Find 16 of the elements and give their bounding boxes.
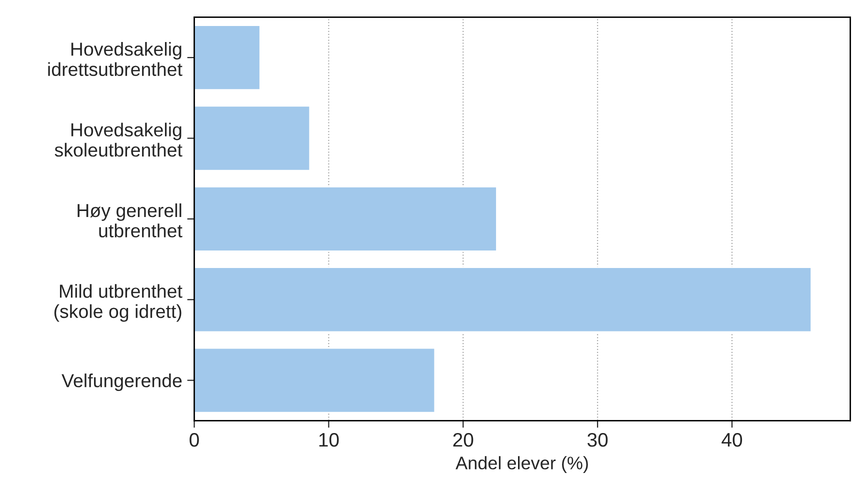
y-tick-label: Høy generell utbrenthet: [78, 203, 182, 238]
x-tick-label: 20: [453, 432, 474, 447]
x-axis-title: Andel elever (%): [456, 456, 588, 473]
bar: [194, 105, 311, 172]
x-tick-label: 0: [190, 432, 199, 447]
x-tick-label: 10: [319, 432, 339, 447]
bar: [194, 266, 812, 333]
bar: [194, 186, 498, 252]
y-tick-label: Hovedsakelig skoleutbrenthet: [54, 122, 182, 157]
bar: [194, 347, 436, 414]
x-tick-label: 30: [587, 432, 608, 447]
y-tick-label: Mild utbrenthet (skole og idrett): [54, 284, 182, 322]
y-tick-label: Velfungerende: [62, 374, 182, 391]
bar: [194, 24, 261, 91]
x-tick-label: 40: [722, 432, 742, 447]
y-tick-label: Hovedsakelig idrettsutbrenthet: [48, 42, 182, 76]
